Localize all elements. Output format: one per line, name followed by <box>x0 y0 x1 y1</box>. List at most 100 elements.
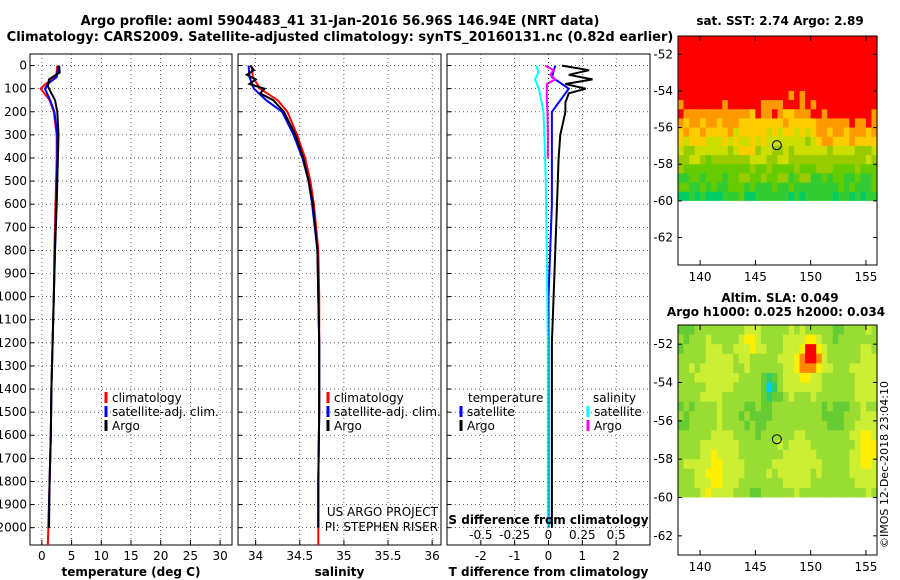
heatmap-cell <box>722 109 729 120</box>
heatmap-cell <box>777 173 784 184</box>
heatmap-cell <box>783 344 790 355</box>
heatmap-cell <box>700 363 707 374</box>
heatmap-cell <box>771 334 779 345</box>
heatmap-cell <box>711 90 718 101</box>
heatmap-cell <box>827 478 834 489</box>
legend-label: satellite-adj. clim. <box>334 405 441 419</box>
heatmap-cell <box>705 449 712 460</box>
heatmap-cell <box>733 127 740 138</box>
heatmap-cell <box>755 372 762 384</box>
heatmap-cell <box>733 440 740 451</box>
heatmap-cell <box>799 127 806 138</box>
heatmap-cell <box>783 136 790 147</box>
heatmap-cell <box>705 118 712 129</box>
heatmap-cell <box>738 191 745 201</box>
heatmap-cell <box>738 430 745 441</box>
heatmap-cell <box>821 63 828 74</box>
heatmap-cell <box>689 478 696 489</box>
heatmap-cell <box>694 353 701 364</box>
heatmap-cell <box>788 468 795 479</box>
sla-map-title: Altim. SLA: 0.049 <box>721 291 838 305</box>
heatmap-cell <box>838 459 845 470</box>
heatmap-cell <box>766 487 773 498</box>
heatmap-cell <box>771 100 779 110</box>
heatmap-cell <box>727 81 734 92</box>
y-tick-label: -58 <box>653 452 673 466</box>
heatmap-cell <box>722 487 729 498</box>
heatmap-cell <box>871 145 878 156</box>
heatmap-cell <box>744 191 751 201</box>
heatmap-cell <box>716 72 723 83</box>
heatmap-cell <box>678 382 685 393</box>
heatmap-cell <box>771 401 779 412</box>
heatmap-cell <box>766 81 773 92</box>
heatmap-cell <box>843 81 850 92</box>
heatmap-cell <box>871 420 878 432</box>
heatmap-cell <box>700 72 707 83</box>
heatmap-cell <box>722 420 729 432</box>
depth-tick-label: 1200 <box>0 336 27 350</box>
heatmap-cell <box>705 334 712 345</box>
heatmap-cell <box>832 63 839 74</box>
heatmap-cell <box>783 478 790 489</box>
heatmap-cell <box>805 430 812 441</box>
heatmap-cell <box>832 392 839 403</box>
heatmap-cell <box>860 127 867 138</box>
series-line-argo <box>46 65 61 528</box>
heatmap-cell <box>716 440 723 451</box>
heatmap-cell <box>788 459 795 470</box>
heatmap-cell <box>716 382 723 393</box>
heatmap-cell <box>760 164 768 174</box>
heatmap-cell <box>805 90 812 101</box>
legend-label: Argo <box>112 419 140 433</box>
heatmap-cell <box>860 164 867 174</box>
legend-label: climatology <box>334 391 404 405</box>
heatmap-cell <box>777 411 784 422</box>
heatmap-cell <box>705 63 712 74</box>
heatmap-cell <box>788 100 795 110</box>
heatmap-cell <box>843 363 850 374</box>
heatmap-cell <box>871 411 878 422</box>
heatmap-cell <box>788 440 795 451</box>
heatmap-cell <box>749 411 756 422</box>
heatmap-cell <box>821 155 828 165</box>
heatmap-cell <box>810 81 817 92</box>
temperature-panel: 0 5 10 15 20 25 30 temperature (deg C) 0 100 200 30… <box>0 53 233 579</box>
heatmap-cell <box>810 109 817 120</box>
heatmap-cell <box>783 430 790 441</box>
s-tick-label: 0.5 <box>607 528 626 542</box>
heatmap-cell <box>694 90 701 101</box>
heatmap-cell <box>700 440 707 451</box>
heatmap-cell <box>865 411 873 422</box>
heatmap-cell <box>860 420 867 432</box>
heatmap-cell <box>805 459 812 470</box>
depth-tick-label: 400 <box>4 151 27 165</box>
heatmap-cell <box>727 145 734 156</box>
heatmap-cell <box>838 118 845 129</box>
heatmap-cell <box>700 401 707 412</box>
heatmap-cell <box>816 459 823 470</box>
heatmap-cell <box>683 155 690 165</box>
heatmap-cell <box>749 191 756 201</box>
heatmap-cell <box>711 449 718 460</box>
heatmap-cell <box>849 36 856 46</box>
heatmap-cell <box>705 145 712 156</box>
heatmap-cell <box>738 173 745 184</box>
heatmap-cell <box>832 459 839 470</box>
heatmap-cell <box>700 118 707 129</box>
heatmap-cell <box>865 164 873 174</box>
x-tick-label: 10 <box>94 549 109 563</box>
heatmap-cell <box>794 344 801 355</box>
heatmap-cell <box>821 325 828 336</box>
heatmap-cell <box>694 401 701 412</box>
heatmap-cell <box>810 430 817 441</box>
heatmap-cell <box>727 372 734 384</box>
heatmap-cell <box>794 90 801 101</box>
heatmap-cell <box>733 100 740 110</box>
heatmap-cell <box>711 401 718 412</box>
heatmap-cell <box>760 392 768 403</box>
heatmap-cell <box>788 127 795 138</box>
heatmap-cell <box>854 155 862 165</box>
heatmap-cell <box>838 478 845 489</box>
heatmap-cell <box>821 363 828 374</box>
